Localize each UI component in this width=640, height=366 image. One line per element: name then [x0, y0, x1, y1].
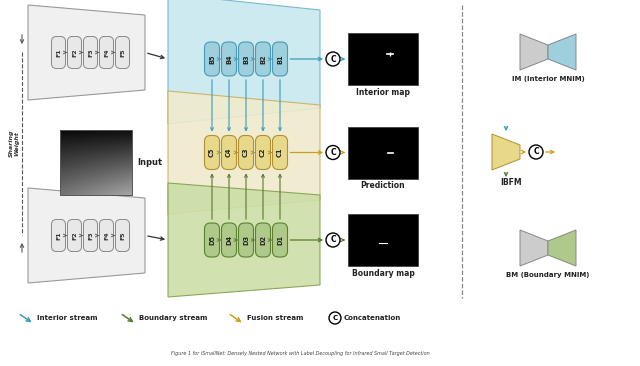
Text: D1: D1 — [277, 235, 283, 245]
Polygon shape — [520, 34, 548, 70]
FancyBboxPatch shape — [83, 37, 97, 68]
Text: Interior stream: Interior stream — [37, 315, 97, 321]
FancyBboxPatch shape — [67, 220, 81, 251]
FancyBboxPatch shape — [273, 223, 287, 257]
Polygon shape — [168, 91, 320, 214]
Text: Boundary map: Boundary map — [351, 269, 415, 278]
Polygon shape — [28, 5, 145, 100]
FancyBboxPatch shape — [205, 135, 220, 169]
Circle shape — [326, 233, 340, 247]
Text: IBFM: IBFM — [500, 178, 522, 187]
Bar — [348, 214, 418, 266]
Text: B2: B2 — [260, 54, 266, 64]
Circle shape — [529, 145, 543, 159]
FancyBboxPatch shape — [115, 220, 129, 251]
FancyBboxPatch shape — [115, 37, 129, 68]
FancyBboxPatch shape — [83, 220, 97, 251]
Text: Boundary stream: Boundary stream — [139, 315, 207, 321]
FancyBboxPatch shape — [239, 42, 253, 76]
FancyBboxPatch shape — [205, 223, 220, 257]
Bar — [60, 130, 132, 195]
Text: Concatenation: Concatenation — [344, 315, 401, 321]
Circle shape — [326, 52, 340, 66]
Text: Input: Input — [137, 158, 162, 167]
Text: C: C — [330, 55, 336, 63]
Polygon shape — [492, 134, 520, 170]
FancyBboxPatch shape — [221, 135, 237, 169]
Text: C4: C4 — [226, 148, 232, 157]
Text: B4: B4 — [226, 54, 232, 64]
Polygon shape — [548, 34, 576, 70]
FancyBboxPatch shape — [255, 135, 271, 169]
Text: F4: F4 — [104, 231, 109, 240]
FancyBboxPatch shape — [99, 37, 113, 68]
Text: D3: D3 — [243, 235, 249, 245]
Text: F4: F4 — [104, 48, 109, 57]
Polygon shape — [168, 0, 320, 124]
Polygon shape — [28, 188, 145, 283]
Circle shape — [326, 146, 340, 160]
FancyBboxPatch shape — [205, 42, 220, 76]
Text: C3: C3 — [243, 148, 249, 157]
FancyBboxPatch shape — [221, 42, 237, 76]
Text: F3: F3 — [88, 48, 93, 57]
Text: D2: D2 — [260, 235, 266, 245]
Text: F1: F1 — [56, 231, 61, 240]
Text: Interior map: Interior map — [356, 88, 410, 97]
Text: Figure 1 for iSmallNet: Densely Nested Network with Label Decoupling for Infrare: Figure 1 for iSmallNet: Densely Nested N… — [171, 351, 429, 355]
Text: C: C — [330, 148, 336, 157]
Text: C1: C1 — [277, 148, 283, 157]
Text: B3: B3 — [243, 54, 249, 64]
Text: IM (Interior MNIM): IM (Interior MNIM) — [511, 76, 584, 82]
Text: F1: F1 — [56, 48, 61, 57]
Text: Sharing
Weight: Sharing Weight — [8, 130, 19, 157]
Polygon shape — [168, 183, 320, 297]
Text: D5: D5 — [209, 235, 215, 245]
Text: F5: F5 — [120, 231, 125, 240]
FancyBboxPatch shape — [51, 220, 65, 251]
FancyBboxPatch shape — [273, 42, 287, 76]
Polygon shape — [548, 230, 576, 266]
Text: C: C — [330, 235, 336, 244]
Circle shape — [329, 312, 341, 324]
Text: F5: F5 — [120, 48, 125, 57]
FancyBboxPatch shape — [255, 223, 271, 257]
FancyBboxPatch shape — [255, 42, 271, 76]
Text: B5: B5 — [209, 54, 215, 64]
FancyBboxPatch shape — [239, 223, 253, 257]
FancyBboxPatch shape — [221, 223, 237, 257]
Text: BM (Boundary MNIM): BM (Boundary MNIM) — [506, 272, 589, 278]
Text: F2: F2 — [72, 48, 77, 57]
Polygon shape — [520, 230, 548, 266]
Text: C: C — [533, 147, 539, 157]
FancyBboxPatch shape — [51, 37, 65, 68]
Text: F2: F2 — [72, 231, 77, 240]
Text: D4: D4 — [226, 235, 232, 245]
Text: C2: C2 — [260, 148, 266, 157]
Text: Fusion stream: Fusion stream — [247, 315, 303, 321]
Bar — [348, 127, 418, 179]
FancyBboxPatch shape — [273, 135, 287, 169]
FancyBboxPatch shape — [99, 220, 113, 251]
Text: Prediction: Prediction — [361, 182, 405, 190]
FancyBboxPatch shape — [239, 135, 253, 169]
Text: F3: F3 — [88, 231, 93, 240]
Bar — [348, 33, 418, 85]
FancyBboxPatch shape — [67, 37, 81, 68]
Text: C: C — [332, 315, 337, 321]
Text: B1: B1 — [277, 54, 283, 64]
Text: C5: C5 — [209, 148, 215, 157]
